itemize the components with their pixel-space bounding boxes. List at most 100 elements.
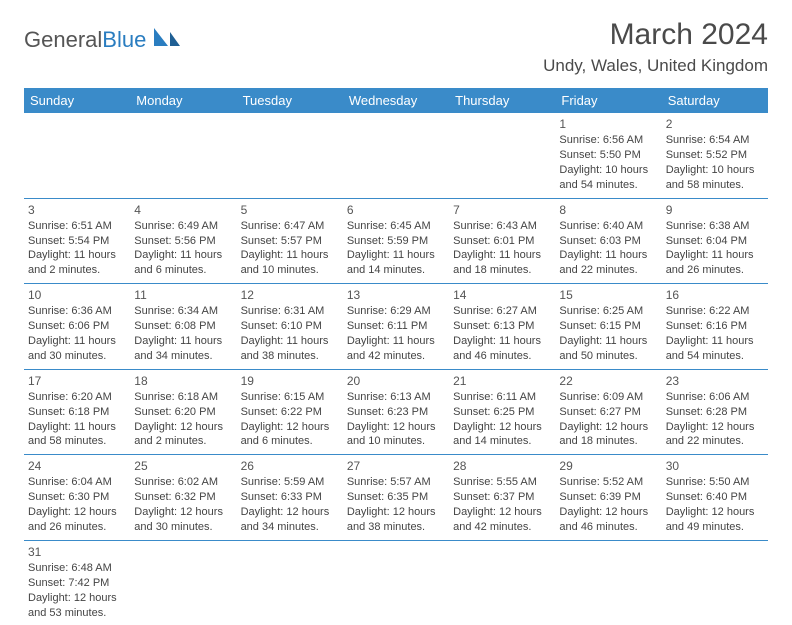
daylight-line: Daylight: 12 hours and 38 minutes. [347,505,445,535]
sunset-line: Sunset: 6:01 PM [453,234,551,249]
sunset-line: Sunset: 6:33 PM [241,490,339,505]
day-number: 13 [347,287,445,303]
sunrise-line: Sunrise: 6:34 AM [134,304,232,319]
weekday-header: Sunday [24,88,130,113]
day-number: 25 [134,458,232,474]
header: GeneralBlue March 2024 Undy, Wales, Unit… [24,18,768,76]
sunrise-line: Sunrise: 5:55 AM [453,475,551,490]
sunrise-line: Sunrise: 5:59 AM [241,475,339,490]
daylight-line: Daylight: 12 hours and 18 minutes. [559,420,657,450]
calendar-cell [24,113,130,198]
calendar-cell: 11Sunrise: 6:34 AMSunset: 6:08 PMDayligh… [130,284,236,370]
daylight-line: Daylight: 11 hours and 34 minutes. [134,334,232,364]
calendar-cell: 8Sunrise: 6:40 AMSunset: 6:03 PMDaylight… [555,198,661,284]
daylight-line: Daylight: 11 hours and 58 minutes. [28,420,126,450]
sunset-line: Sunset: 6:03 PM [559,234,657,249]
sunset-line: Sunset: 6:16 PM [666,319,764,334]
day-number: 29 [559,458,657,474]
calendar-row: 31Sunrise: 6:48 AMSunset: 7:42 PMDayligh… [24,540,768,625]
sunrise-line: Sunrise: 6:22 AM [666,304,764,319]
day-number: 10 [28,287,126,303]
calendar-cell: 21Sunrise: 6:11 AMSunset: 6:25 PMDayligh… [449,369,555,455]
brand-name-1: General [24,27,102,53]
sunrise-line: Sunrise: 6:48 AM [28,561,126,576]
calendar-cell [662,540,768,625]
weekday-header: Saturday [662,88,768,113]
daylight-line: Daylight: 12 hours and 6 minutes. [241,420,339,450]
day-number: 28 [453,458,551,474]
sunrise-line: Sunrise: 6:25 AM [559,304,657,319]
sunset-line: Sunset: 6:40 PM [666,490,764,505]
day-number: 21 [453,373,551,389]
calendar-cell: 28Sunrise: 5:55 AMSunset: 6:37 PMDayligh… [449,455,555,541]
weekday-header: Friday [555,88,661,113]
daylight-line: Daylight: 11 hours and 38 minutes. [241,334,339,364]
calendar-row: 10Sunrise: 6:36 AMSunset: 6:06 PMDayligh… [24,284,768,370]
sunset-line: Sunset: 5:56 PM [134,234,232,249]
sunrise-line: Sunrise: 6:27 AM [453,304,551,319]
sunrise-line: Sunrise: 6:02 AM [134,475,232,490]
calendar-cell: 27Sunrise: 5:57 AMSunset: 6:35 PMDayligh… [343,455,449,541]
sail-icon [152,26,182,54]
sunset-line: Sunset: 5:52 PM [666,148,764,163]
sunrise-line: Sunrise: 6:11 AM [453,390,551,405]
sunset-line: Sunset: 6:27 PM [559,405,657,420]
daylight-line: Daylight: 11 hours and 54 minutes. [666,334,764,364]
sunrise-line: Sunrise: 6:09 AM [559,390,657,405]
calendar-cell: 6Sunrise: 6:45 AMSunset: 5:59 PMDaylight… [343,198,449,284]
daylight-line: Daylight: 12 hours and 26 minutes. [28,505,126,535]
sunrise-line: Sunrise: 6:47 AM [241,219,339,234]
sunrise-line: Sunrise: 6:49 AM [134,219,232,234]
day-number: 26 [241,458,339,474]
daylight-line: Daylight: 11 hours and 6 minutes. [134,248,232,278]
daylight-line: Daylight: 11 hours and 50 minutes. [559,334,657,364]
sunset-line: Sunset: 6:15 PM [559,319,657,334]
weekday-header: Wednesday [343,88,449,113]
calendar-cell [130,113,236,198]
calendar-cell [555,540,661,625]
brand-logo: GeneralBlue [24,26,182,54]
calendar-cell: 4Sunrise: 6:49 AMSunset: 5:56 PMDaylight… [130,198,236,284]
calendar-cell: 23Sunrise: 6:06 AMSunset: 6:28 PMDayligh… [662,369,768,455]
weekday-header-row: Sunday Monday Tuesday Wednesday Thursday… [24,88,768,113]
sunrise-line: Sunrise: 6:56 AM [559,133,657,148]
sunset-line: Sunset: 7:42 PM [28,576,126,591]
daylight-line: Daylight: 12 hours and 22 minutes. [666,420,764,450]
calendar-cell: 12Sunrise: 6:31 AMSunset: 6:10 PMDayligh… [237,284,343,370]
daylight-line: Daylight: 12 hours and 42 minutes. [453,505,551,535]
sunrise-line: Sunrise: 5:57 AM [347,475,445,490]
sunset-line: Sunset: 6:22 PM [241,405,339,420]
calendar-cell [237,113,343,198]
location: Undy, Wales, United Kingdom [543,56,768,76]
daylight-line: Daylight: 11 hours and 14 minutes. [347,248,445,278]
day-number: 6 [347,202,445,218]
sunrise-line: Sunrise: 6:54 AM [666,133,764,148]
day-number: 20 [347,373,445,389]
sunrise-line: Sunrise: 6:43 AM [453,219,551,234]
daylight-line: Daylight: 11 hours and 46 minutes. [453,334,551,364]
daylight-line: Daylight: 10 hours and 54 minutes. [559,163,657,193]
calendar-cell: 17Sunrise: 6:20 AMSunset: 6:18 PMDayligh… [24,369,130,455]
calendar-row: 17Sunrise: 6:20 AMSunset: 6:18 PMDayligh… [24,369,768,455]
sunrise-line: Sunrise: 6:36 AM [28,304,126,319]
calendar-body: 1Sunrise: 6:56 AMSunset: 5:50 PMDaylight… [24,113,768,625]
daylight-line: Daylight: 11 hours and 26 minutes. [666,248,764,278]
day-number: 27 [347,458,445,474]
daylight-line: Daylight: 12 hours and 14 minutes. [453,420,551,450]
sunset-line: Sunset: 6:39 PM [559,490,657,505]
sunrise-line: Sunrise: 6:18 AM [134,390,232,405]
sunrise-line: Sunrise: 6:15 AM [241,390,339,405]
day-number: 4 [134,202,232,218]
sunset-line: Sunset: 6:28 PM [666,405,764,420]
daylight-line: Daylight: 10 hours and 58 minutes. [666,163,764,193]
day-number: 5 [241,202,339,218]
calendar-cell: 26Sunrise: 5:59 AMSunset: 6:33 PMDayligh… [237,455,343,541]
day-number: 19 [241,373,339,389]
weekday-header: Thursday [449,88,555,113]
calendar-cell [130,540,236,625]
daylight-line: Daylight: 12 hours and 2 minutes. [134,420,232,450]
day-number: 7 [453,202,551,218]
sunrise-line: Sunrise: 6:20 AM [28,390,126,405]
daylight-line: Daylight: 11 hours and 42 minutes. [347,334,445,364]
day-number: 12 [241,287,339,303]
